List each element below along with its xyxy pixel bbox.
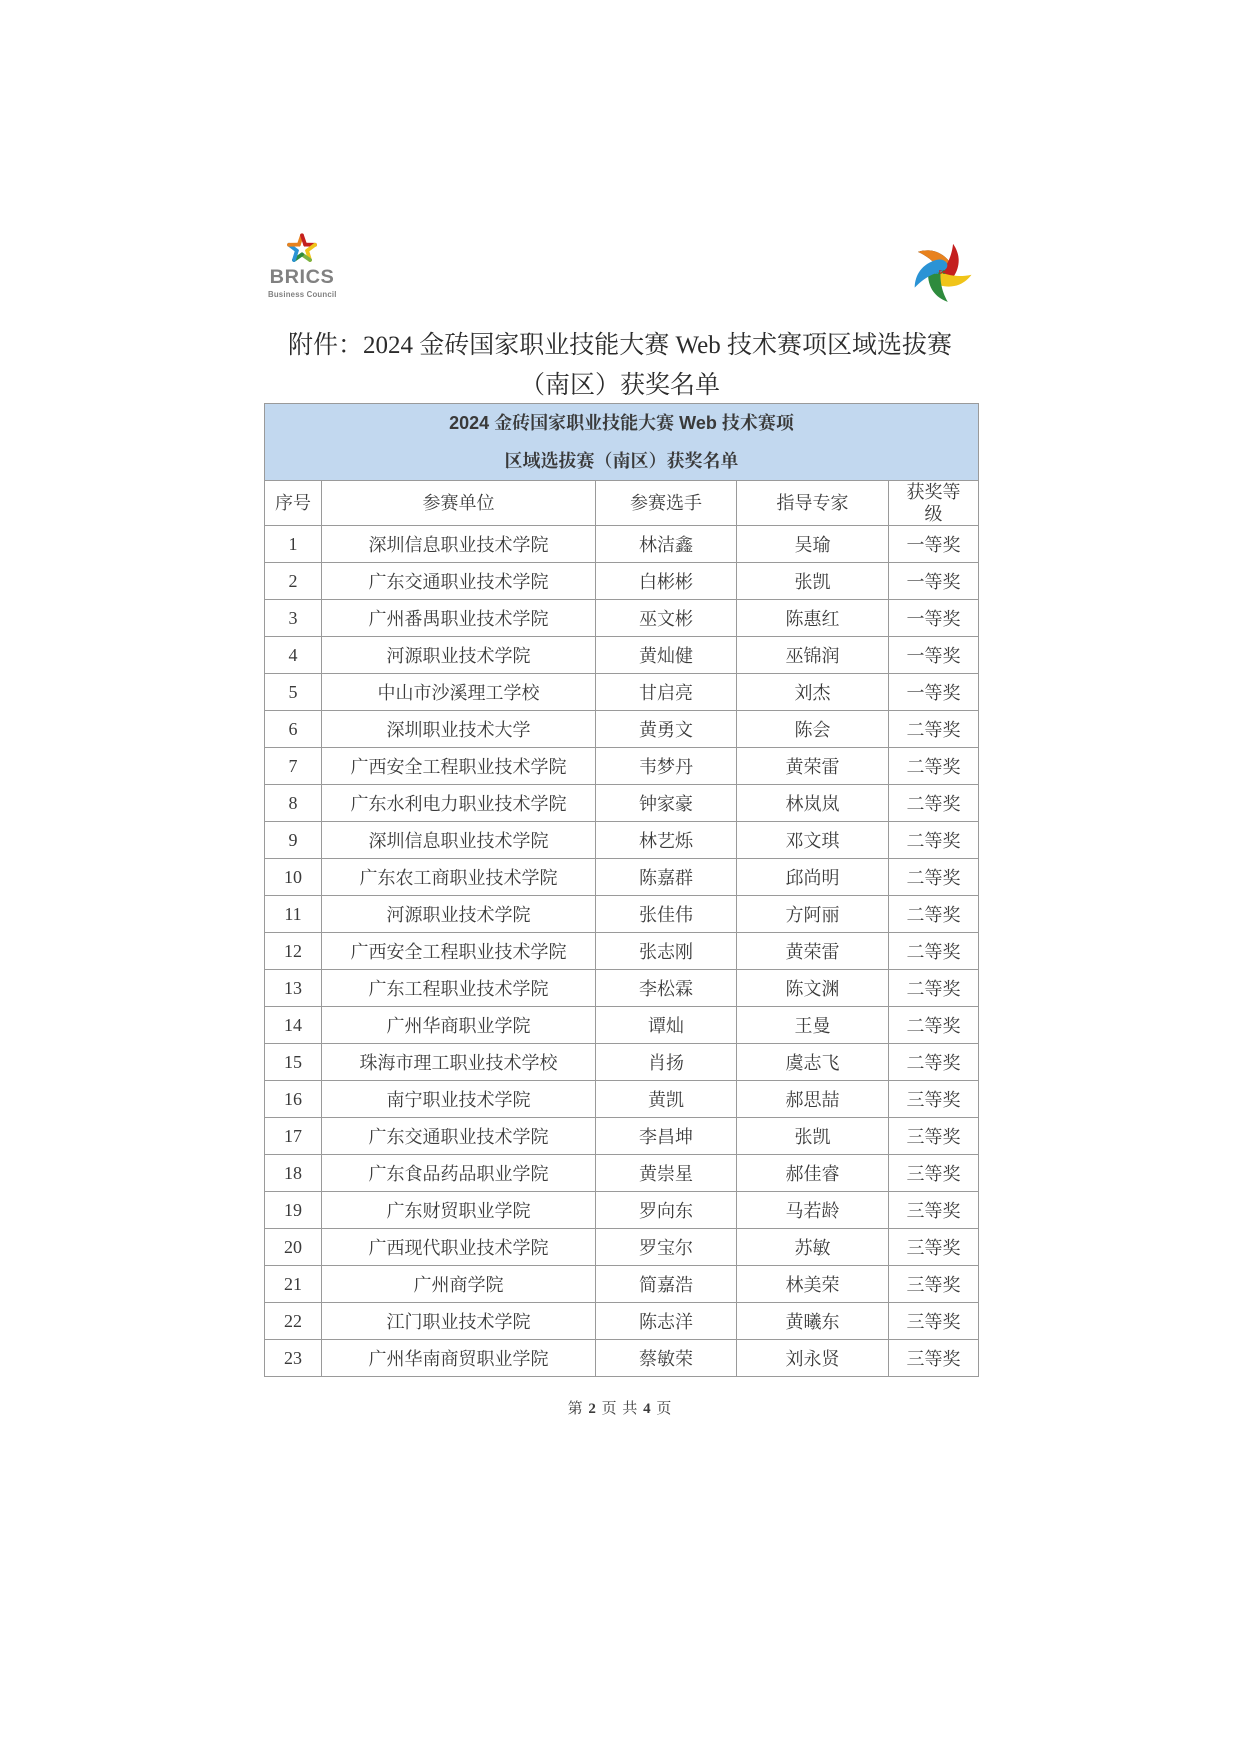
svg-text:BSC: BSC [935, 270, 946, 276]
